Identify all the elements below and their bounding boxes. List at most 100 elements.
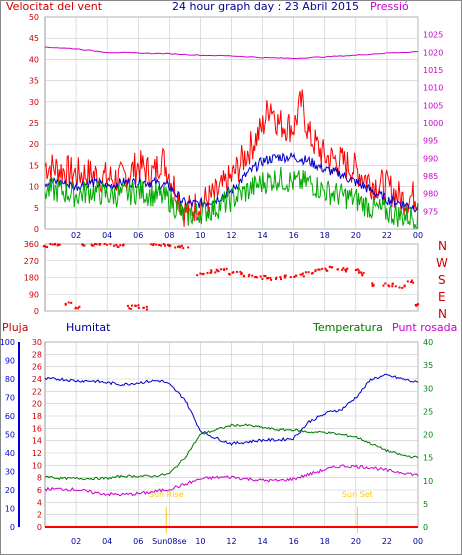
direction-point [240, 273, 243, 275]
wind-y-tick: 15 [29, 161, 39, 170]
direction-point [270, 278, 273, 281]
pressure-y-tick: 1010 [423, 84, 443, 93]
direction-point [152, 244, 155, 247]
direction-point [201, 273, 204, 276]
wind-y-tick: 50 [29, 13, 39, 22]
direction-point [401, 286, 404, 289]
direction-point [115, 243, 118, 246]
wind-y-tick: 25 [29, 119, 39, 128]
wind-y-tick: 0 [34, 225, 39, 234]
direction-point [251, 274, 254, 277]
temperature-y-tick: 0 [423, 523, 428, 532]
rain-y-tick: 18 [32, 412, 42, 421]
wind-x-tick: 06 [133, 231, 143, 240]
pressure-y-tick: 990 [423, 154, 438, 163]
direction-point [317, 268, 320, 271]
direction-point [92, 244, 95, 247]
direction-point [307, 271, 310, 274]
pressure-y-tick: 985 [423, 172, 438, 181]
direction-point [299, 273, 302, 276]
direction-point [131, 304, 133, 307]
rain-y-tick: 6 [37, 486, 42, 495]
rain-y-tick: 20 [32, 400, 42, 409]
direction-point [142, 306, 145, 309]
direction-point [314, 269, 317, 272]
humidity-y-tick: 0 [10, 523, 15, 532]
direction-point [113, 244, 116, 247]
dir-w: W [436, 256, 448, 270]
direction-point [159, 244, 162, 247]
direction-point [382, 284, 385, 287]
series-humitat [44, 373, 419, 447]
direction-point [206, 271, 209, 274]
direction-point [64, 302, 67, 305]
direction-y-tick: 0 [34, 307, 39, 316]
rain-y-tick: 28 [32, 350, 42, 359]
rain-y-tick: 16 [32, 424, 42, 433]
pressure-y-tick: 1005 [423, 101, 443, 110]
temperature-y-tick: 25 [423, 407, 433, 416]
direction-point [254, 276, 257, 279]
direction-point [137, 304, 140, 307]
temp-x-tick: 06 [133, 537, 143, 546]
series-temperatura [44, 423, 419, 481]
direction-point [145, 305, 148, 308]
rain-y-tick: 26 [32, 363, 42, 372]
direction-point [248, 273, 251, 276]
humidity-y-tick: 100 [0, 338, 15, 347]
rain-y-tick: 8 [37, 474, 42, 483]
direction-point [417, 303, 419, 306]
direction-point [182, 247, 185, 250]
direction-y-tick: 90 [29, 290, 39, 299]
direction-point [53, 243, 56, 246]
direction-point [74, 307, 77, 310]
direction-point [362, 271, 365, 274]
wind-x-tick: 18 [320, 231, 330, 240]
direction-point [283, 274, 286, 277]
direction-point [391, 282, 394, 285]
humidity-y-tick: 20 [5, 486, 15, 495]
humidity-title: Humitat [66, 321, 111, 334]
direction-point [214, 271, 217, 274]
humidity-y-tick: 70 [5, 394, 15, 403]
temp-x-tick: 18 [320, 537, 330, 546]
direction-point [264, 275, 267, 277]
direction-point [83, 244, 86, 247]
wind-speed-title: Velocitat del vent [6, 0, 103, 13]
pressure-title: Pressió [370, 0, 409, 13]
direction-point [341, 268, 344, 271]
wind-y-tick: 5 [34, 204, 39, 213]
direction-point [128, 307, 131, 310]
wind-y-tick: 40 [29, 55, 39, 64]
direction-point [326, 269, 329, 272]
direction-point [242, 275, 245, 278]
direction-point [289, 276, 292, 279]
wind-y-tick: 20 [29, 140, 39, 149]
direction-point [324, 267, 327, 270]
direction-point [215, 268, 218, 271]
direction-point [228, 272, 231, 275]
temp-humidity-plot: 0246810121416182022242628300102030405060… [0, 338, 433, 546]
series-wind-speed [44, 166, 419, 229]
direction-point [372, 284, 375, 287]
direction-point [398, 286, 401, 289]
temperature-title: Temperatura [312, 321, 383, 334]
direction-point [167, 244, 169, 246]
rain-y-tick: 22 [32, 387, 42, 396]
direction-point [67, 301, 70, 304]
temp-x-tick: 04 [102, 537, 112, 546]
direction-point [217, 270, 220, 273]
direction-point [261, 277, 264, 280]
dir-s: S [438, 273, 446, 287]
direction-y-tick: 270 [24, 257, 39, 266]
wind-y-tick: 10 [29, 183, 39, 192]
direction-point [263, 274, 266, 277]
direction-point [155, 243, 158, 246]
direction-point [412, 281, 415, 284]
humidity-y-tick: 60 [5, 412, 15, 421]
graph-title: 24 hour graph day : 23 Abril 2015 [172, 0, 359, 13]
direction-point [247, 275, 250, 278]
direction-point [410, 281, 413, 283]
series-wind-gust [44, 89, 419, 227]
